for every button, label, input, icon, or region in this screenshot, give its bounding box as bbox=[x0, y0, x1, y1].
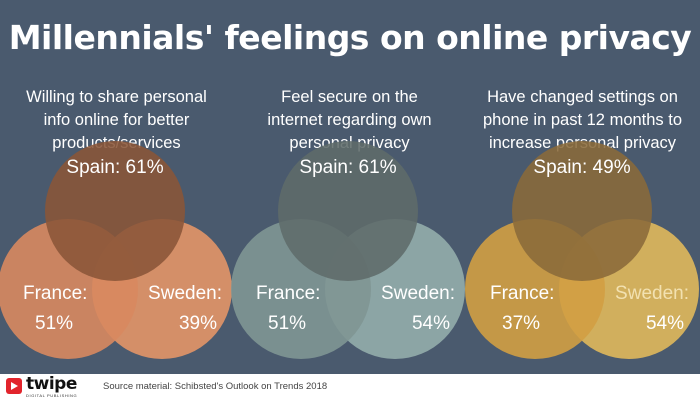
logo-tagline: DIGITAL PUBLISHING bbox=[26, 393, 78, 398]
venn-value-sweden: 39% bbox=[179, 313, 217, 334]
page-title: Millennials' feelings on online privacy bbox=[8, 18, 692, 57]
caption-line: Have changed settings on bbox=[487, 88, 678, 106]
venn-label-spain: Spain: 61% bbox=[299, 157, 396, 178]
venn-label-sweden: Sweden: bbox=[381, 283, 455, 304]
venn-value-sweden: 54% bbox=[412, 313, 450, 334]
caption-line: Feel secure on the bbox=[281, 88, 418, 106]
venn-value-france: 51% bbox=[268, 313, 306, 334]
caption-line: Willing to share personal bbox=[26, 88, 207, 106]
venn-label-spain: Spain: 49% bbox=[533, 157, 630, 178]
venn-value-sweden: 54% bbox=[646, 313, 684, 334]
venn-value-france: 37% bbox=[502, 313, 540, 334]
venn-diagrams: Spain: 61% France: 51% Sweden: 39% Spain: 61%… bbox=[0, 141, 699, 359]
venn-circle-spain bbox=[512, 141, 652, 281]
logo-wordmark: twipe bbox=[26, 374, 77, 394]
source-note: Source material: Schibsted's Outlook on … bbox=[103, 381, 328, 392]
venn-value-france: 51% bbox=[35, 313, 73, 334]
play-icon bbox=[6, 378, 22, 394]
venn-label-sweden: Sweden: bbox=[148, 283, 222, 304]
footer: twipe DIGITAL PUBLISHING Source material… bbox=[0, 374, 700, 400]
venn-label-france: France: bbox=[256, 283, 320, 304]
venn-label-spain: Spain: 61% bbox=[66, 157, 163, 178]
caption-line: phone in past 12 months to bbox=[482, 111, 683, 129]
twipe-logo: twipe DIGITAL PUBLISHING bbox=[6, 374, 96, 398]
venn-label-france: France: bbox=[490, 283, 554, 304]
venn-circle-spain bbox=[278, 141, 418, 281]
venn-label-sweden: Sweden: bbox=[615, 283, 689, 304]
caption-line: info online for better bbox=[43, 111, 190, 129]
venn-circle-spain bbox=[45, 141, 185, 281]
venn-label-france: France: bbox=[23, 283, 87, 304]
caption-line: internet regarding own bbox=[267, 111, 432, 129]
